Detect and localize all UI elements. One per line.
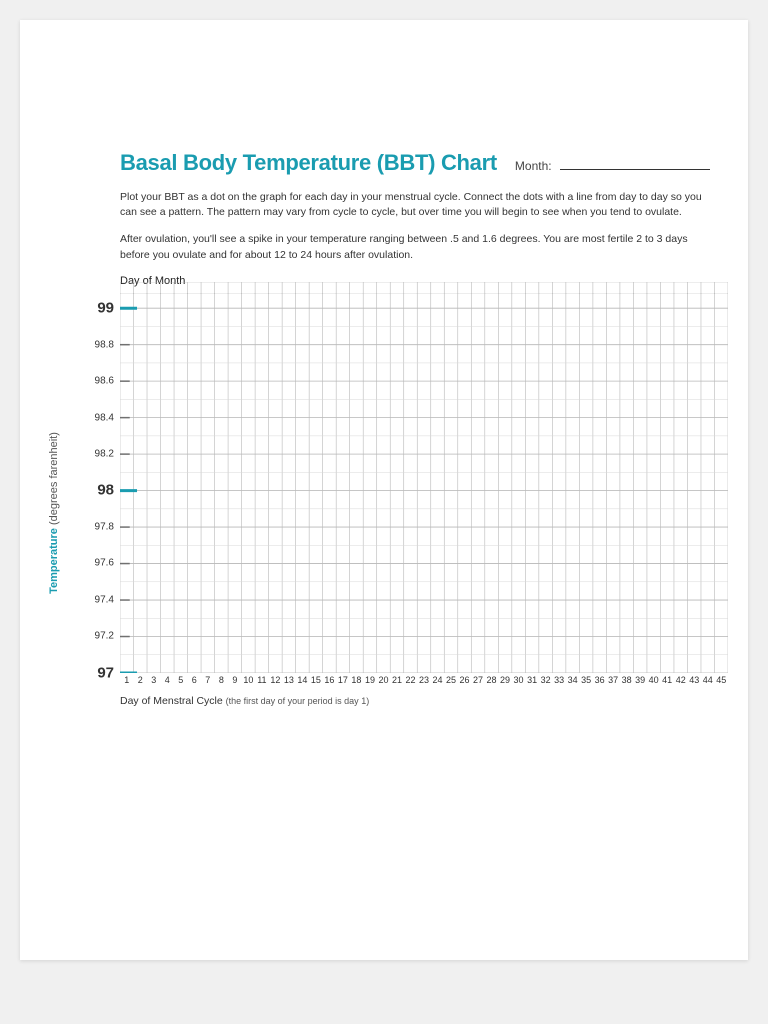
x-tick-label: 39 — [635, 675, 645, 685]
x-tick-label: 30 — [514, 675, 524, 685]
instructions-p2: After ovulation, you'll see a spike in y… — [120, 232, 718, 262]
y-tick-label: 98.8 — [95, 339, 120, 350]
x-tick-label: 14 — [297, 675, 307, 685]
month-blank-line[interactable] — [560, 169, 710, 170]
x-tick-label: 7 — [205, 675, 210, 685]
y-axis-title-bold: Temperature — [48, 528, 60, 594]
x-tick-label: 35 — [581, 675, 591, 685]
chart-grid: 9998.898.698.498.29897.897.697.497.297 — [120, 293, 728, 673]
x-tick-label: 45 — [716, 675, 726, 685]
y-tick-label: 97.2 — [95, 631, 120, 642]
y-axis-title-light: (degrees farenheit) — [48, 432, 60, 528]
x-tick-label: 3 — [151, 675, 156, 685]
x-tick-label: 23 — [419, 675, 429, 685]
x-axis-title-note: (the first day of your period is day 1) — [226, 696, 370, 706]
x-tick-label: 36 — [595, 675, 605, 685]
y-tick-label: 98 — [97, 482, 120, 499]
x-tick-label: 17 — [338, 675, 348, 685]
x-tick-label: 44 — [703, 675, 713, 685]
x-tick-label: 2 — [138, 675, 143, 685]
x-tick-label: 1 — [124, 675, 129, 685]
x-tick-label: 41 — [662, 675, 672, 685]
x-axis-title-text: Day of Menstral Cycle — [120, 695, 226, 707]
x-tick-label: 40 — [649, 675, 659, 685]
x-axis-labels: 1234567891011121314151617181920212223242… — [120, 675, 728, 691]
x-tick-label: 9 — [232, 675, 237, 685]
document-page: Basal Body Temperature (BBT) Chart Month… — [20, 20, 748, 960]
x-tick-label: 26 — [460, 675, 470, 685]
x-tick-label: 6 — [192, 675, 197, 685]
x-tick-label: 37 — [608, 675, 618, 685]
y-tick-label: 98.6 — [95, 376, 120, 387]
header-row: Basal Body Temperature (BBT) Chart Month… — [40, 150, 728, 176]
x-tick-label: 11 — [257, 675, 266, 685]
x-tick-label: 27 — [473, 675, 483, 685]
x-tick-label: 28 — [487, 675, 497, 685]
x-tick-label: 43 — [689, 675, 699, 685]
y-tick-label: 97.4 — [95, 594, 120, 605]
x-tick-label: 32 — [541, 675, 551, 685]
x-tick-label: 13 — [284, 675, 294, 685]
x-tick-label: 10 — [243, 675, 253, 685]
x-tick-label: 22 — [405, 675, 415, 685]
x-tick-label: 5 — [178, 675, 183, 685]
x-tick-label: 12 — [270, 675, 280, 685]
y-tick-label: 98.2 — [95, 448, 120, 459]
instructions-p1: Plot your BBT as a dot on the graph for … — [120, 190, 718, 220]
x-tick-label: 19 — [365, 675, 375, 685]
x-tick-label: 31 — [527, 675, 537, 685]
x-tick-label: 33 — [554, 675, 564, 685]
x-tick-label: 15 — [311, 675, 321, 685]
x-tick-label: 29 — [500, 675, 510, 685]
y-tick-label: 98.4 — [95, 412, 120, 423]
x-tick-label: 38 — [622, 675, 632, 685]
y-tick-label: 97 — [97, 664, 120, 681]
chart: Temperature (degrees farenheit) 9998.898… — [70, 293, 728, 733]
month-field: Month: — [515, 157, 710, 175]
instructions: Plot your BBT as a dot on the graph for … — [40, 190, 728, 263]
x-tick-label: 42 — [676, 675, 686, 685]
x-tick-label: 16 — [324, 675, 334, 685]
x-tick-label: 4 — [165, 675, 170, 685]
y-axis-title: Temperature (degrees farenheit) — [48, 432, 60, 594]
x-tick-label: 20 — [378, 675, 388, 685]
y-tick-label: 99 — [97, 300, 120, 317]
y-tick-label: 97.6 — [95, 558, 120, 569]
x-tick-label: 25 — [446, 675, 456, 685]
x-tick-label: 24 — [432, 675, 442, 685]
x-tick-label: 18 — [351, 675, 361, 685]
day-of-month-boxes — [120, 281, 728, 293]
x-axis-title: Day of Menstral Cycle (the first day of … — [120, 695, 369, 707]
y-tick-label: 97.8 — [95, 521, 120, 532]
x-tick-label: 8 — [219, 675, 224, 685]
month-label: Month: — [515, 159, 552, 173]
x-tick-label: 34 — [568, 675, 578, 685]
x-tick-label: 21 — [392, 675, 402, 685]
page-title: Basal Body Temperature (BBT) Chart — [120, 150, 497, 176]
